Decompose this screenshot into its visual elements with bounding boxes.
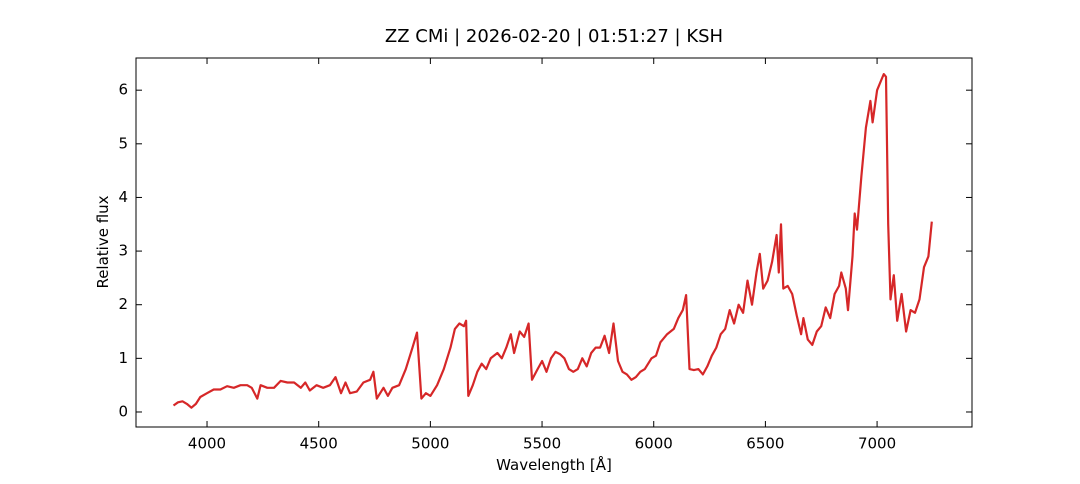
y-axis-label: Relative flux: [94, 195, 112, 288]
spectrum-line: [172, 73, 933, 409]
y-tick-label: 4: [118, 188, 128, 206]
x-tick-label: 5500: [523, 435, 561, 453]
y-tick-label: 5: [118, 134, 128, 152]
x-tick-label: 5000: [411, 435, 449, 453]
plot-frame: [135, 57, 973, 428]
x-tick-label: 6500: [746, 435, 784, 453]
chart-title: ZZ CMi | 2026-02-20 | 01:51:27 | KSH: [385, 26, 723, 47]
y-tick-label: 0: [118, 402, 128, 420]
y-tick-label: 6: [118, 81, 128, 99]
x-tick-label: 6000: [635, 435, 673, 453]
x-tick-label: 4500: [300, 435, 338, 453]
y-tick-label: 3: [118, 242, 128, 260]
y-tick-label: 1: [118, 349, 128, 367]
x-axis-label: Wavelength [Å]: [496, 455, 612, 474]
x-tick-label: 7000: [858, 435, 896, 453]
x-tick-label: 4000: [188, 435, 226, 453]
y-tick-label: 2: [118, 295, 128, 313]
